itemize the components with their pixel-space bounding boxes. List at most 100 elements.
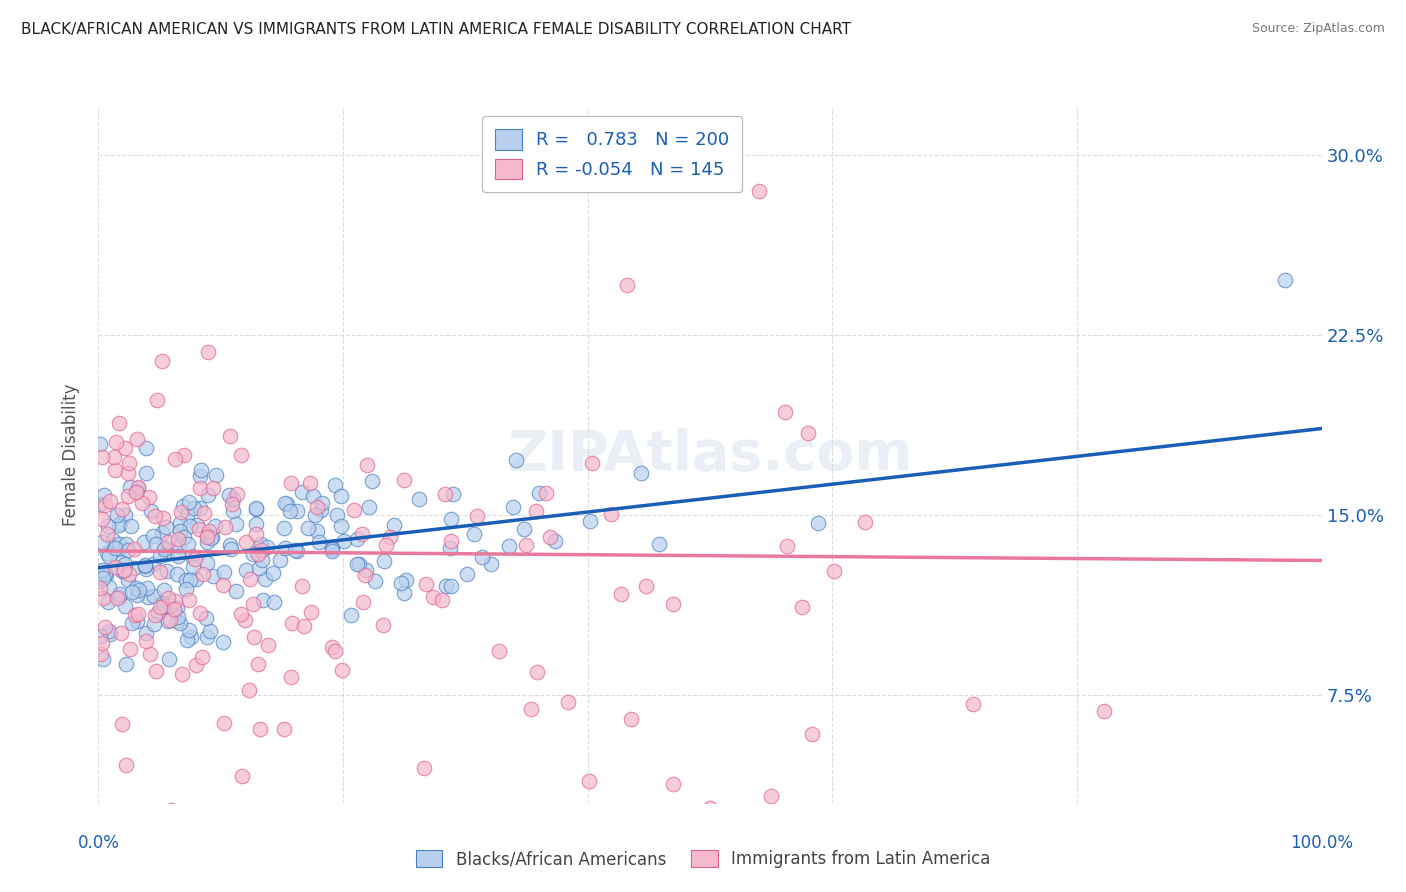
- Point: [157, 534, 180, 549]
- Point: [150, 525, 173, 540]
- Point: [853, 515, 876, 529]
- Point: [180, 630, 202, 644]
- Point: [152, 599, 174, 614]
- Point: [127, 484, 149, 499]
- Point: [108, 416, 131, 430]
- Point: [620, 712, 643, 726]
- Point: [111, 717, 134, 731]
- Point: [430, 593, 453, 607]
- Point: [330, 663, 353, 677]
- Point: [138, 490, 160, 504]
- Point: [93, 619, 115, 633]
- Point: [188, 522, 211, 536]
- Point: [212, 635, 235, 649]
- Point: [93, 565, 115, 579]
- Point: [343, 503, 366, 517]
- Point: [201, 481, 224, 495]
- Point: [169, 516, 191, 531]
- Point: [229, 607, 252, 621]
- Point: [110, 626, 132, 640]
- Point: [157, 651, 180, 665]
- Point: [382, 517, 405, 532]
- Point: [114, 558, 136, 572]
- Point: [323, 478, 346, 492]
- Point: [135, 562, 157, 576]
- Point: [118, 480, 141, 494]
- Legend: R =   0.783   N = 200, R = -0.054   N = 145: R = 0.783 N = 200, R = -0.054 N = 145: [482, 116, 742, 192]
- Point: [120, 518, 142, 533]
- Point: [346, 557, 368, 571]
- Point: [773, 405, 796, 419]
- Point: [630, 466, 652, 480]
- Point: [186, 517, 208, 532]
- Point: [340, 608, 363, 623]
- Point: [283, 542, 305, 557]
- Point: [166, 614, 188, 628]
- Point: [101, 533, 124, 548]
- Point: [108, 586, 131, 600]
- Point: [218, 488, 240, 502]
- Point: [616, 278, 638, 293]
- Point: [91, 566, 114, 580]
- Point: [280, 615, 302, 630]
- Point: [394, 586, 416, 600]
- Point: [333, 533, 356, 548]
- Point: [166, 566, 188, 581]
- Point: [104, 541, 127, 555]
- Point: [122, 542, 145, 557]
- Point: [117, 543, 139, 558]
- Point: [280, 475, 302, 490]
- Point: [114, 441, 136, 455]
- Point: [96, 546, 118, 560]
- Point: [534, 485, 557, 500]
- Point: [307, 524, 329, 538]
- Point: [93, 652, 115, 666]
- Point: [155, 519, 177, 533]
- Point: [1274, 273, 1296, 287]
- Point: [195, 610, 218, 624]
- Point: [214, 520, 236, 534]
- Point: [188, 481, 211, 495]
- Point: [181, 559, 204, 574]
- Point: [108, 591, 131, 605]
- Point: [94, 567, 117, 582]
- Point: [242, 597, 264, 611]
- Point: [636, 579, 658, 593]
- Point: [408, 492, 430, 507]
- Point: [112, 564, 135, 578]
- Point: [502, 500, 524, 515]
- Point: [222, 504, 245, 518]
- Point: [307, 500, 329, 514]
- Point: [456, 567, 478, 582]
- Point: [120, 642, 142, 657]
- Point: [176, 509, 198, 524]
- Point: [361, 474, 384, 488]
- Point: [89, 581, 111, 595]
- Point: [89, 629, 111, 643]
- Point: [172, 667, 194, 681]
- Point: [239, 572, 262, 586]
- Point: [378, 530, 401, 544]
- Point: [280, 669, 302, 683]
- Point: [422, 590, 444, 604]
- Point: [108, 517, 131, 532]
- Point: [375, 538, 398, 552]
- Point: [214, 715, 236, 730]
- Point: [114, 599, 136, 613]
- Text: 0.0%: 0.0%: [77, 834, 120, 852]
- Point: [127, 481, 149, 495]
- Point: [122, 560, 145, 574]
- Point: [177, 537, 200, 551]
- Point: [389, 576, 412, 591]
- Point: [127, 480, 149, 494]
- Point: [515, 538, 537, 552]
- Point: [544, 534, 567, 549]
- Point: [250, 542, 273, 557]
- Point: [105, 508, 128, 522]
- Point: [321, 540, 343, 554]
- Point: [159, 613, 181, 627]
- Point: [238, 683, 260, 698]
- Point: [204, 468, 226, 483]
- Point: [221, 542, 243, 557]
- Point: [188, 606, 211, 620]
